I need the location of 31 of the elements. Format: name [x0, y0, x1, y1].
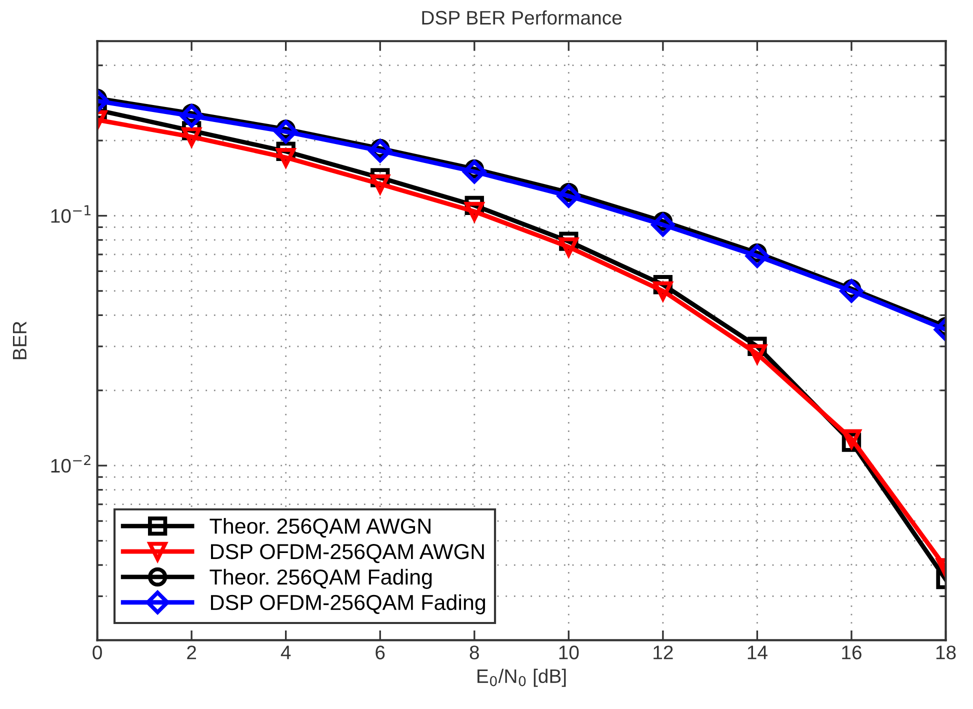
point: [653, 281, 673, 301]
point: [745, 244, 769, 268]
point: [368, 139, 392, 163]
legend-label: Theor. 256QAM Fading: [210, 568, 432, 589]
point: [464, 202, 484, 222]
x-tick-label: 6: [376, 646, 385, 660]
point: [559, 237, 578, 257]
chart-title: DSP BER Performance: [422, 10, 622, 25]
x-tick-label: 8: [470, 646, 479, 660]
point: [370, 174, 390, 194]
x-tick-label: 4: [280, 646, 291, 660]
point: [556, 184, 580, 208]
x-tick-label: 12: [654, 646, 673, 660]
legend-label: DSP OFDM-256QAM AWGN: [211, 544, 484, 564]
legend-label: DSP OFDM-256QAM Fading: [211, 594, 486, 614]
point: [274, 120, 298, 144]
x-axis-title: E$_{0}$/N$_{0}$ [dB]: [478, 668, 566, 687]
y-tick-label: 10$^{−1}$: [51, 205, 90, 223]
x-tick-label: 16: [842, 646, 862, 660]
x-tick-label: 2: [187, 646, 196, 660]
point: [462, 160, 486, 184]
x-tick-label: 0: [92, 646, 102, 660]
x-tick-label: 14: [748, 646, 768, 660]
y-axis-title: BER: [13, 322, 26, 360]
y-tick-label: 10$^{−2}$: [51, 454, 90, 473]
point: [180, 104, 204, 128]
point: [840, 279, 864, 303]
point: [651, 213, 675, 237]
x-tick-label: 18: [936, 646, 956, 660]
legend-label: Theor. 256QAM AWGN: [210, 518, 430, 538]
x-tick-label: 10: [559, 646, 579, 660]
